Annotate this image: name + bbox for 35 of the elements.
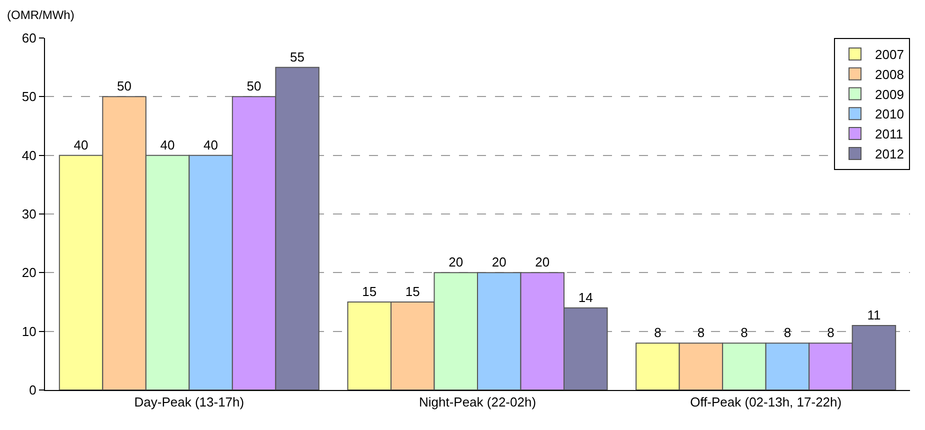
data-label: 55: [290, 49, 305, 64]
y-tick-label: 60: [22, 30, 36, 46]
y-tick-label: 50: [22, 89, 36, 104]
y-axis-title: (OMR/MWh): [7, 8, 74, 22]
x-tick-label: Day-Peak (13-17h): [134, 394, 244, 410]
legend-label: 2007: [875, 47, 904, 62]
x-tick-label: Night-Peak (22-02h): [418, 394, 536, 410]
data-label: 8: [827, 325, 834, 340]
y-tick-label: 0: [29, 382, 36, 398]
data-label: 14: [578, 290, 593, 305]
y-tick-label: 40: [22, 148, 36, 163]
data-label: 20: [535, 254, 550, 270]
data-label: 15: [362, 284, 377, 299]
y-tick-label: 20: [22, 265, 36, 280]
legend-label: 2011: [875, 126, 903, 142]
data-label: 8: [697, 325, 705, 340]
legend-label: 2012: [875, 146, 904, 162]
data-label: 50: [246, 78, 262, 94]
legend-label: 2010: [875, 106, 904, 122]
data-label: 40: [74, 137, 88, 152]
data-label: 15: [405, 284, 420, 299]
data-label: 40: [204, 137, 218, 152]
data-label: 8: [740, 325, 748, 340]
data-label: 50: [117, 78, 132, 94]
data-label: 8: [784, 325, 792, 340]
x-tick-label: Off-Peak (02-13h, 17-22h): [690, 394, 842, 410]
data-label: 8: [654, 325, 662, 340]
data-label: 11: [867, 307, 881, 322]
legend-label: 2009: [875, 86, 904, 102]
data-label: 20: [448, 254, 464, 270]
y-tick-label: 30: [22, 206, 36, 222]
legend-label: 2008: [875, 66, 904, 82]
data-label: 40: [160, 137, 175, 152]
data-label: 20: [492, 254, 506, 270]
y-tick-label: 10: [22, 324, 36, 339]
